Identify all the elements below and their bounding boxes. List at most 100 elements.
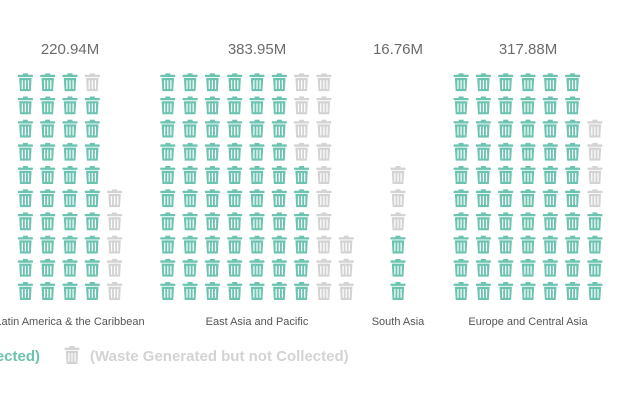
collected-bin-icon	[204, 119, 220, 138]
collected-bin-icon	[453, 166, 469, 184]
collected-bin-icon	[453, 142, 469, 161]
region-category-label: Europe and Central Asia	[468, 316, 588, 328]
collected-bin-icon	[249, 258, 265, 277]
collected-bin-icon	[520, 258, 536, 277]
collected-bin-icon	[565, 73, 581, 92]
collected-bin-icon	[390, 282, 406, 300]
collected-bin-icon	[294, 166, 310, 184]
collected-bin-icon	[40, 212, 56, 231]
collected-bin-icon	[453, 96, 469, 115]
legend-not-collected-label: (Waste Generated but not Collected)	[90, 348, 349, 365]
collected-bin-icon	[520, 96, 536, 115]
collected-bin-icon	[182, 258, 198, 277]
collected-bin-icon	[227, 166, 243, 184]
collected-bin-icon	[498, 212, 514, 231]
collected-bin-icon	[453, 119, 469, 138]
collected-bin-icon	[498, 189, 514, 208]
collected-bin-icon	[227, 96, 243, 115]
collected-bin-icon	[204, 96, 220, 115]
collected-bin-icon	[62, 119, 78, 138]
collected-bin-icon	[453, 235, 469, 254]
collected-bin-icon	[565, 142, 581, 161]
collected-bin-icon	[227, 142, 243, 161]
collected-bin-icon	[204, 235, 220, 254]
collected-bin-icon	[453, 258, 469, 277]
collected-bin-icon	[160, 258, 176, 277]
not-collected-bin-icon	[338, 235, 354, 254]
collected-bin-icon	[294, 212, 310, 231]
not-collected-bin-icon	[294, 119, 310, 138]
collected-bin-icon	[62, 96, 78, 115]
collected-bin-icon	[227, 119, 243, 138]
region-group: 16.76M South Asia	[372, 41, 425, 328]
not-collected-bin-icon	[316, 282, 332, 300]
legend-not-collected-icon	[64, 346, 80, 364]
region-total-label: 16.76M	[373, 41, 423, 58]
collected-bin-icon	[160, 142, 176, 161]
collected-bin-icon	[498, 73, 514, 92]
collected-bin-icon	[390, 235, 406, 254]
collected-bin-icon	[520, 73, 536, 92]
collected-bin-icon	[249, 73, 265, 92]
collected-bin-icon	[565, 189, 581, 208]
collected-bin-icon	[475, 235, 491, 254]
collected-bin-icon	[204, 258, 220, 277]
collected-bin-icon	[227, 258, 243, 277]
collected-bin-icon	[565, 212, 581, 231]
collected-bin-icon	[249, 212, 265, 231]
not-collected-bin-icon	[316, 189, 332, 208]
collected-bin-icon	[182, 119, 198, 138]
collected-bin-icon	[542, 282, 558, 300]
collected-bin-icon	[249, 119, 265, 138]
collected-bin-icon	[40, 258, 56, 277]
collected-bin-icon	[40, 282, 56, 300]
collected-bin-icon	[160, 282, 176, 300]
collected-bin-icon	[249, 189, 265, 208]
collected-bin-icon	[294, 258, 310, 277]
collected-bin-icon	[160, 235, 176, 254]
region-group: 220.94M Latin America & the Caribbean	[0, 41, 145, 328]
not-collected-bin-icon	[316, 142, 332, 161]
not-collected-bin-icon	[338, 258, 354, 277]
collected-bin-icon	[271, 212, 287, 231]
collected-bin-icon	[587, 235, 603, 254]
collected-bin-icon	[17, 282, 33, 300]
collected-bin-icon	[587, 212, 603, 231]
collected-bin-icon	[249, 142, 265, 161]
region-category-label: Latin America & the Caribbean	[0, 316, 145, 328]
collected-bin-icon	[249, 235, 265, 254]
region-total-label: 317.88M	[499, 41, 557, 58]
collected-bin-icon	[182, 189, 198, 208]
collected-bin-icon	[542, 212, 558, 231]
collected-bin-icon	[498, 258, 514, 277]
not-collected-bin-icon	[316, 212, 332, 231]
collected-bin-icon	[475, 142, 491, 161]
collected-bin-icon	[565, 282, 581, 300]
not-collected-bin-icon	[316, 235, 332, 254]
collected-bin-icon	[17, 119, 33, 138]
collected-bin-icon	[475, 73, 491, 92]
collected-bin-icon	[271, 119, 287, 138]
collected-bin-icon	[227, 189, 243, 208]
collected-bin-icon	[475, 119, 491, 138]
collected-bin-icon	[160, 96, 176, 115]
collected-bin-icon	[542, 166, 558, 184]
collected-bin-icon	[271, 258, 287, 277]
collected-bin-icon	[453, 73, 469, 92]
collected-bin-icon	[475, 258, 491, 277]
collected-bin-icon	[498, 142, 514, 161]
collected-bin-icon	[62, 258, 78, 277]
collected-bin-icon	[204, 282, 220, 300]
collected-bin-icon	[160, 119, 176, 138]
collected-bin-icon	[40, 235, 56, 254]
collected-bin-icon	[542, 73, 558, 92]
collected-bin-icon	[271, 166, 287, 184]
collected-bin-icon	[40, 166, 56, 184]
collected-bin-icon	[271, 142, 287, 161]
not-collected-bin-icon	[390, 212, 406, 231]
not-collected-bin-icon	[316, 73, 332, 92]
collected-bin-icon	[498, 235, 514, 254]
collected-bin-icon	[271, 189, 287, 208]
collected-bin-icon	[182, 282, 198, 300]
